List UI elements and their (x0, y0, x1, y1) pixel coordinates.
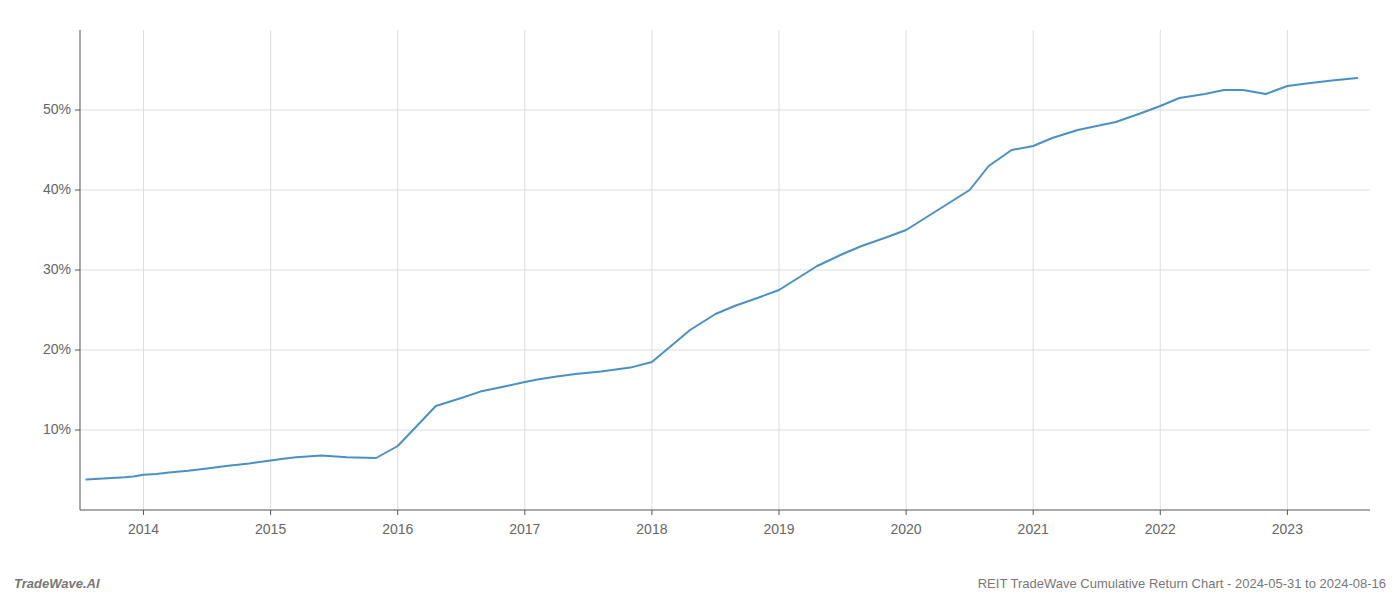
x-tick-label: 2023 (1272, 521, 1303, 537)
x-tick (906, 510, 907, 515)
texts: TradeWave.AI REIT TradeWave Cumulative Re… (14, 576, 1386, 591)
x-tick-label: 2020 (891, 521, 922, 537)
watermark: TradeWave.AI (14, 576, 100, 591)
plot-data (86, 78, 1357, 480)
x-tick-label: 2014 (128, 521, 159, 537)
axes: 10% 20% 30% 40% 50% 2014 2015 2016 2017 2018 2019 2… (43, 30, 1370, 537)
y-tick-label: 50% (43, 101, 71, 117)
y-grid-line (80, 270, 1370, 271)
x-tick (270, 510, 271, 515)
x-tick (779, 510, 780, 515)
y-tick-label: 10% (43, 421, 71, 437)
x-tick-label: 2021 (1018, 521, 1049, 537)
x-tick (1033, 510, 1034, 515)
y-tick (75, 350, 80, 351)
x-grid-line (779, 30, 780, 510)
data-line (86, 78, 1357, 480)
x-grid-line (651, 30, 652, 510)
x-tick-label: 2015 (255, 521, 286, 537)
x-tick (1160, 510, 1161, 515)
y-axis-line (80, 30, 81, 510)
x-grid-line (270, 30, 271, 510)
x-grid-line (1287, 30, 1288, 510)
y-tick (75, 110, 80, 111)
x-grid-line (906, 30, 907, 510)
x-axis-line (80, 510, 1370, 511)
x-grid-line (1033, 30, 1034, 510)
x-tick-label: 2022 (1145, 521, 1176, 537)
x-tick-label: 2018 (636, 521, 667, 537)
y-tick-label: 20% (43, 341, 71, 357)
x-tick (524, 510, 525, 515)
x-grid-line (524, 30, 525, 510)
x-tick-label: 2019 (763, 521, 794, 537)
chart-svg: 10% 20% 30% 40% 50% 2014 2015 2016 2017 2018 2019 2… (0, 0, 1400, 600)
x-grid-line (397, 30, 398, 510)
grid (80, 30, 1370, 510)
x-grid-line (1160, 30, 1161, 510)
y-tick (75, 190, 80, 191)
y-tick (75, 430, 80, 431)
y-grid-line (80, 350, 1370, 351)
y-tick-label: 30% (43, 261, 71, 277)
x-tick (143, 510, 144, 515)
x-tick (397, 510, 398, 515)
y-grid-line (80, 110, 1370, 111)
y-tick-label: 40% (43, 181, 71, 197)
chart-container: 10% 20% 30% 40% 50% 2014 2015 2016 2017 2018 2019 2… (0, 0, 1400, 600)
y-grid-line (80, 190, 1370, 191)
chart-title: REIT TradeWave Cumulative Return Chart -… (978, 576, 1386, 591)
x-tick-label: 2017 (509, 521, 540, 537)
y-tick (75, 270, 80, 271)
y-grid-line (80, 430, 1370, 431)
x-grid-line (143, 30, 144, 510)
x-tick (1287, 510, 1288, 515)
x-tick (651, 510, 652, 515)
x-tick-label: 2016 (382, 521, 413, 537)
background (0, 0, 1400, 600)
